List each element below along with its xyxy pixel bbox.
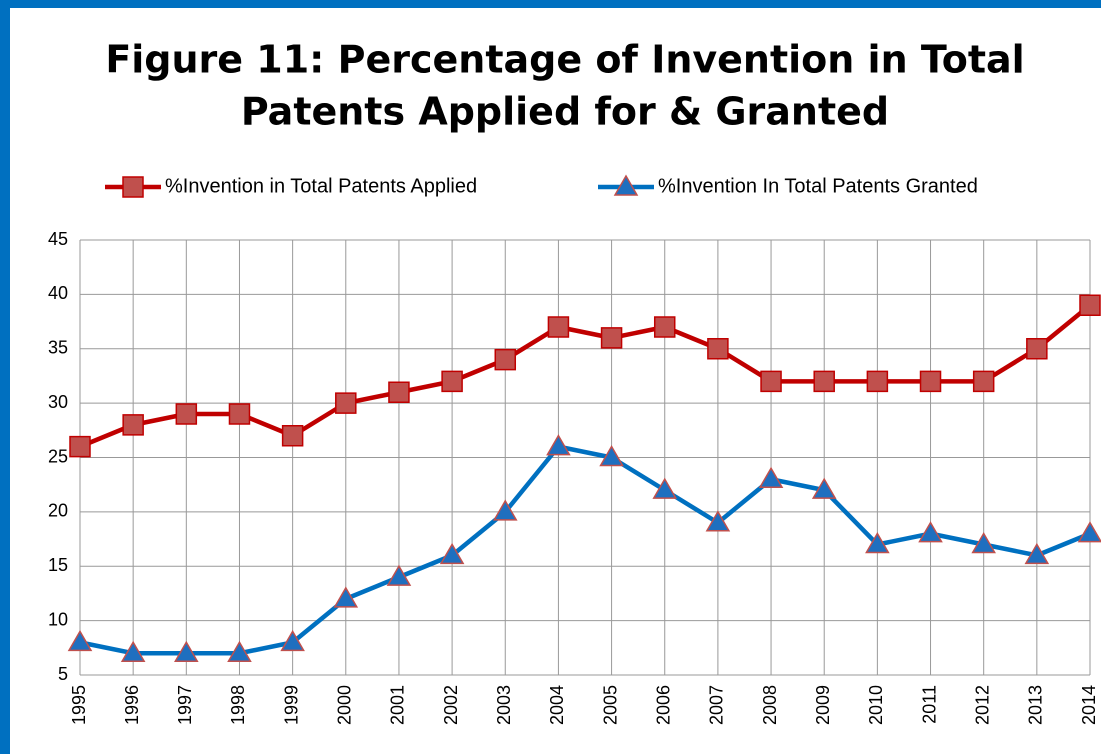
x-tick-label: 2006 xyxy=(653,685,673,725)
marker xyxy=(333,586,359,608)
frame-left xyxy=(0,0,10,754)
marker xyxy=(227,640,252,662)
y-tick-label: 30 xyxy=(48,392,68,412)
x-tick-label: 1998 xyxy=(228,685,248,725)
marker xyxy=(67,629,93,652)
marker xyxy=(492,499,518,521)
marker xyxy=(228,403,251,425)
marker xyxy=(174,640,199,662)
marker xyxy=(1079,294,1101,316)
x-tick-label: 2003 xyxy=(494,685,514,725)
marker xyxy=(175,403,198,425)
marker xyxy=(122,414,144,436)
marker xyxy=(705,510,731,532)
x-tick-label: 2014 xyxy=(1079,685,1099,725)
marker xyxy=(707,338,729,360)
marker xyxy=(600,327,623,349)
marker xyxy=(971,532,996,554)
y-tick-label: 10 xyxy=(48,609,68,629)
marker xyxy=(760,370,782,393)
x-tick-label: 2011 xyxy=(919,685,939,724)
marker xyxy=(653,316,676,338)
marker xyxy=(1077,521,1101,543)
marker xyxy=(813,370,835,393)
series-line xyxy=(79,444,1091,656)
x-tick-label: 2012 xyxy=(972,685,992,725)
chart-title: Patents Applied for & Granted xyxy=(241,90,889,134)
marker xyxy=(120,640,146,662)
y-tick-label: 20 xyxy=(48,501,68,521)
marker xyxy=(613,174,639,196)
legend-label: %Invention in Total Patents Applied xyxy=(165,175,477,197)
marker xyxy=(865,532,890,554)
marker xyxy=(280,629,305,652)
x-tick-label: 2002 xyxy=(441,685,461,725)
marker xyxy=(866,370,889,393)
x-tick-label: 2013 xyxy=(1026,685,1046,725)
chart-title: Figure 11: Percentage of Invention in To… xyxy=(105,38,1024,82)
x-tick-label: 2004 xyxy=(547,685,567,725)
x-tick-label: 2007 xyxy=(707,685,727,725)
marker xyxy=(122,176,144,198)
y-tick-label: 15 xyxy=(48,555,68,575)
x-tick-label: 2001 xyxy=(388,685,408,725)
marker xyxy=(439,542,465,565)
marker xyxy=(811,477,837,499)
x-tick-label: 2009 xyxy=(813,685,833,725)
x-tick-label: 1997 xyxy=(175,685,195,725)
marker xyxy=(69,435,91,458)
marker xyxy=(758,466,784,488)
marker xyxy=(972,370,995,393)
marker xyxy=(388,381,410,403)
x-tick-label: 2010 xyxy=(866,685,886,725)
marker xyxy=(335,392,357,414)
x-tick-label: 2008 xyxy=(760,685,780,725)
marker xyxy=(281,425,304,447)
marker xyxy=(1024,542,1050,565)
marker xyxy=(441,370,463,393)
x-tick-label: 2000 xyxy=(335,685,355,725)
marker xyxy=(1026,338,1048,360)
y-tick-label: 40 xyxy=(48,283,68,303)
frame-top xyxy=(0,0,1101,8)
y-tick-label: 35 xyxy=(48,338,68,358)
marker xyxy=(599,445,624,467)
marker xyxy=(919,370,942,393)
marker xyxy=(386,564,412,586)
x-tick-label: 2005 xyxy=(600,685,620,725)
y-tick-label: 5 xyxy=(58,664,68,684)
marker xyxy=(652,477,678,499)
marker xyxy=(546,434,571,456)
legend-label: %Invention In Total Patents Granted xyxy=(658,175,978,197)
x-tick-label: 1999 xyxy=(281,685,301,725)
marker xyxy=(918,521,943,543)
x-tick-label: 1996 xyxy=(122,685,142,725)
marker xyxy=(494,348,517,371)
marker xyxy=(547,316,570,338)
x-tick-label: 1995 xyxy=(69,685,89,725)
y-tick-label: 25 xyxy=(48,446,68,466)
y-tick-label: 45 xyxy=(48,229,68,249)
